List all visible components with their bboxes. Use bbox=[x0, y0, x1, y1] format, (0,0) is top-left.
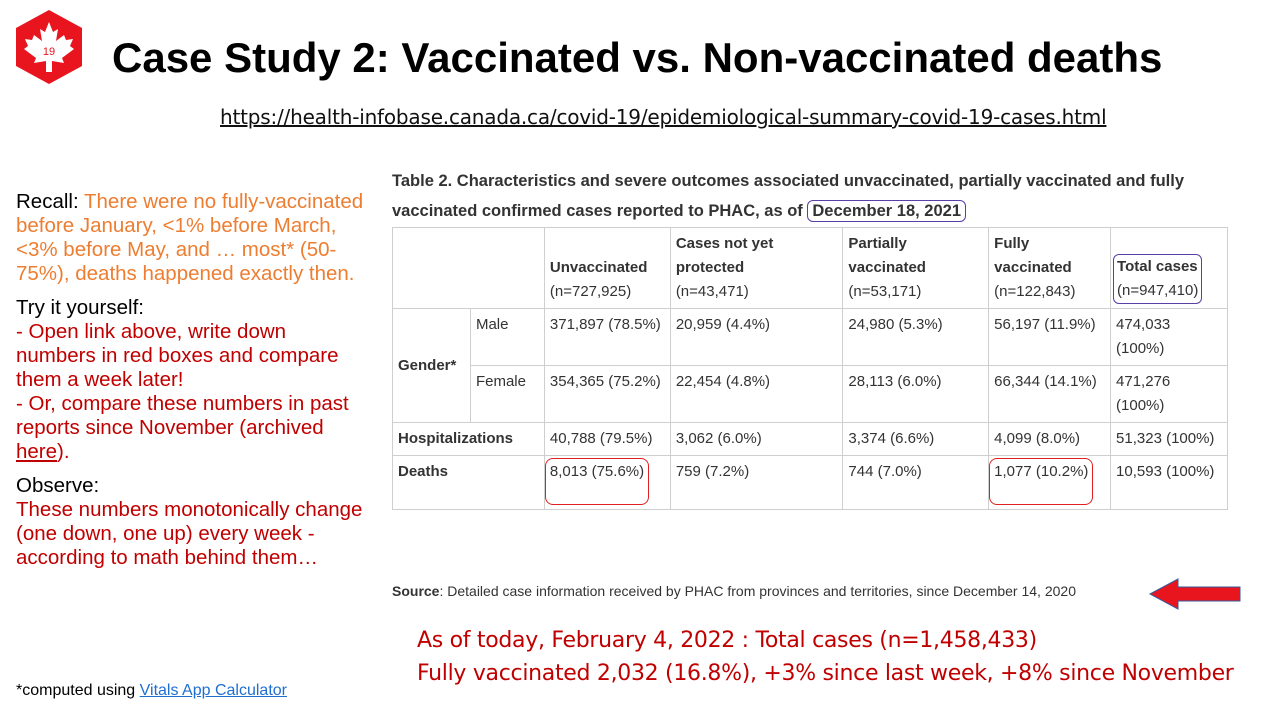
outcomes-table: Unvaccinated (n=727,925) Cases not yet pr… bbox=[392, 227, 1228, 510]
today-update: As of today, February 4, 2022 : Total ca… bbox=[417, 624, 1234, 690]
table-cell: 474,033 (100%) bbox=[1110, 308, 1228, 366]
table-cell: 371,897 (78.5%) bbox=[543, 308, 671, 366]
try-block: Try it yourself: - Open link above, writ… bbox=[16, 296, 368, 464]
deaths-fully-highlight: 1,077 (10.2%) bbox=[989, 458, 1094, 505]
observe-text: These numbers monotonically change (one … bbox=[16, 498, 363, 569]
vitals-app-link[interactable]: Vitals App Calculator bbox=[139, 682, 287, 699]
try-label: Try it yourself: bbox=[16, 296, 144, 319]
table-cell: 10,593 (100%) bbox=[1110, 455, 1228, 510]
observe-block: Observe: These numbers monotonically cha… bbox=[16, 474, 368, 570]
table-cell: 66,344 (14.1%) bbox=[988, 365, 1112, 423]
try-line-2: - Or, compare these numbers in past repo… bbox=[16, 392, 368, 464]
recall-label: Recall: bbox=[16, 190, 79, 213]
table-cell: 22,454 (4.8%) bbox=[669, 365, 844, 423]
table-row-male: Gender* Male 371,897 (78.5%) 20,959 (4.4… bbox=[392, 308, 1228, 423]
logo: 19 bbox=[10, 8, 88, 86]
archived-here-link[interactable]: here bbox=[16, 440, 58, 463]
table-row-deaths: Deaths 8,013 (75.6%) 759 (7.2%) 744 (7.0… bbox=[392, 455, 1228, 510]
table-cell: 471,276 (100%) bbox=[1110, 365, 1228, 423]
table-cell: 354,365 (75.2%) bbox=[543, 365, 671, 423]
table-cell: 4,099 (8.0%) bbox=[988, 422, 1112, 456]
table-cell: 1,077 (10.2%) bbox=[988, 455, 1112, 510]
source-text: : Detailed case information received by … bbox=[439, 583, 1076, 599]
footnote-text: *computed using bbox=[16, 682, 140, 699]
table-caption: Table 2. Characteristics and severe outc… bbox=[392, 166, 1252, 226]
header-unvaccinated: Unvaccinated (n=727,925) bbox=[543, 227, 671, 309]
maple-leaf-icon: 19 bbox=[16, 10, 82, 84]
source-url-link[interactable]: https://health-infobase.canada.ca/covid-… bbox=[220, 105, 1107, 129]
try-line-1: - Open link above, write down numbers in… bbox=[16, 320, 339, 391]
header-empty bbox=[392, 227, 545, 309]
left-column: Recall: There were no fully-vaccinated b… bbox=[16, 190, 368, 580]
slide-title: Case Study 2: Vaccinated vs. Non-vaccina… bbox=[112, 34, 1163, 81]
header-total: Total cases (n=947,410) bbox=[1110, 227, 1228, 309]
female-label: Female bbox=[469, 365, 545, 423]
header-fully: Fully vaccinated (n=122,843) bbox=[988, 227, 1112, 309]
table-header-row: Unvaccinated (n=727,925) Cases not yet pr… bbox=[392, 227, 1228, 309]
table-cell: 51,323 (100%) bbox=[1110, 422, 1228, 456]
header-not-protected: Cases not yet protected (n=43,471) bbox=[669, 227, 844, 309]
today-line-2: Fully vaccinated 2,032 (16.8%), +3% sinc… bbox=[417, 661, 1234, 686]
table-cell: 20,959 (4.4%) bbox=[669, 308, 844, 366]
table-row-female: Female 354,365 (75.2%) 22,454 (4.8%) 28,… bbox=[393, 365, 1228, 423]
male-label: Male bbox=[469, 308, 545, 366]
table-source: Source: Detailed case information receiv… bbox=[392, 583, 1076, 599]
hosp-label: Hospitalizations bbox=[392, 422, 545, 456]
recall-text: There were no fully-vaccinated before Ja… bbox=[16, 190, 364, 285]
table-cell: 28,113 (6.0%) bbox=[842, 365, 990, 423]
try-line-2-post: ). bbox=[57, 440, 70, 463]
caption-date-box: December 18, 2021 bbox=[807, 200, 966, 222]
deaths-label: Deaths bbox=[392, 455, 545, 510]
recall-block: Recall: There were no fully-vaccinated b… bbox=[16, 190, 368, 286]
table-cell: 8,013 (75.6%) bbox=[543, 455, 671, 510]
table-cell: 759 (7.2%) bbox=[669, 455, 844, 510]
table-cell: 56,197 (11.9%) bbox=[988, 308, 1112, 366]
today-line-1: As of today, February 4, 2022 : Total ca… bbox=[417, 628, 1037, 653]
table-row-hospitalizations: Hospitalizations 40,788 (79.5%) 3,062 (6… bbox=[392, 422, 1228, 456]
left-arrow-icon bbox=[1148, 578, 1241, 610]
observe-label: Observe: bbox=[16, 474, 100, 497]
table-cell: 3,062 (6.0%) bbox=[669, 422, 844, 456]
table-cell: 24,980 (5.3%) bbox=[842, 308, 990, 366]
source-label: Source bbox=[392, 583, 440, 599]
deaths-unvaccinated-highlight: 8,013 (75.6%) bbox=[544, 458, 650, 505]
logo-number: 19 bbox=[43, 46, 55, 58]
total-header-box: Total cases (n=947,410) bbox=[1113, 254, 1203, 304]
footnote: *computed using Vitals App Calculator bbox=[16, 682, 287, 700]
header-partially: Partially vaccinated (n=53,171) bbox=[842, 227, 990, 309]
table-cell: 40,788 (79.5%) bbox=[543, 422, 671, 456]
try-line-2-pre: - Or, compare these numbers in past repo… bbox=[16, 392, 349, 439]
table-caption-text: Table 2. Characteristics and severe outc… bbox=[392, 172, 1185, 220]
table-cell: 3,374 (6.6%) bbox=[842, 422, 990, 456]
table-cell: 744 (7.0%) bbox=[842, 455, 990, 510]
gender-label: Gender* bbox=[392, 308, 471, 423]
